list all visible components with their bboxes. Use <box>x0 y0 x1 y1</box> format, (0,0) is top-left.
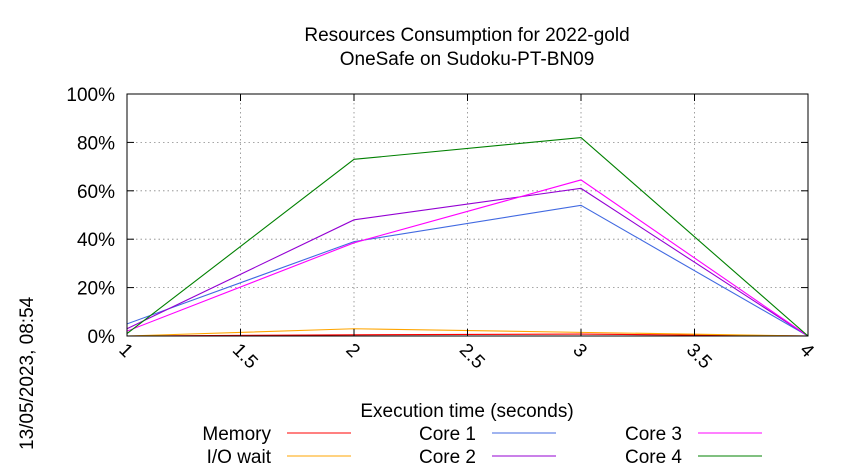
y-tick-label: 0% <box>88 327 116 348</box>
y-tick-label: 20% <box>77 279 115 300</box>
series-line-core-3 <box>126 179 809 337</box>
series-line-core-1 <box>126 204 809 337</box>
legend-label: Core 2 <box>419 447 476 468</box>
series-line-core-4 <box>126 136 809 337</box>
series-line-core-2 <box>126 187 809 337</box>
x-axis-ticks: 1 1.5 2 2.5 3 3.5 4 <box>114 94 818 373</box>
timestamp: 13/05/2023, 08:54 <box>17 296 38 450</box>
x-tick-label: 2.5 <box>455 340 489 374</box>
legend-label: Core 1 <box>419 424 476 445</box>
grid-lines <box>127 94 808 336</box>
y-axis-ticks: 0% 20% 40% 60% 80% 100% <box>66 85 808 348</box>
legend-label: Core 3 <box>625 424 682 445</box>
legend-label: Core 4 <box>625 447 682 468</box>
x-tick-label: 4 <box>795 340 818 363</box>
x-tick-label: 1 <box>114 340 136 362</box>
x-tick-label: 2 <box>341 340 363 362</box>
x-tick-label: 3.5 <box>682 340 716 374</box>
chart-title-line-1: Resources Consumption for 2022-gold <box>304 25 629 46</box>
chart-title-line-2: OneSafe on Sudoku-PT-BN09 <box>340 49 595 70</box>
x-tick-label: 3 <box>568 340 590 362</box>
y-tick-label: 60% <box>77 182 115 203</box>
y-tick-label: 100% <box>66 85 115 106</box>
y-tick-label: 80% <box>77 133 115 154</box>
legend-label: I/O wait <box>207 447 272 468</box>
x-tick-label: 1.5 <box>228 340 262 374</box>
x-axis-label: Execution time (seconds) <box>360 401 573 422</box>
legend-label: Memory <box>202 424 271 445</box>
y-tick-label: 40% <box>77 230 115 251</box>
